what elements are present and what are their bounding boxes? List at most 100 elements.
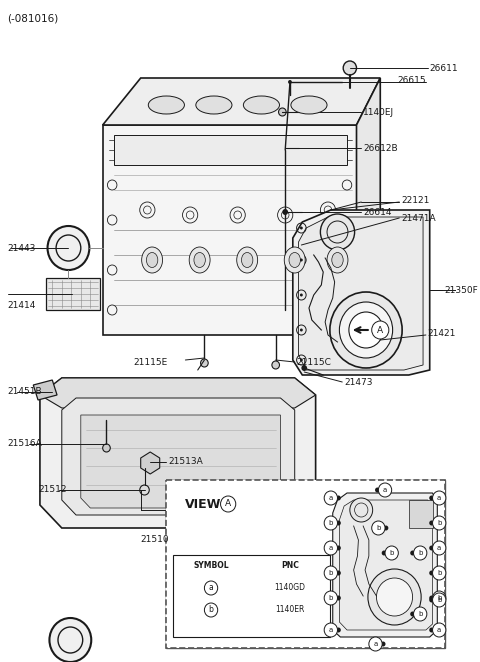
Text: a: a (437, 545, 441, 551)
Text: 1140EJ: 1140EJ (363, 107, 394, 117)
Circle shape (324, 541, 337, 555)
Text: (-081016): (-081016) (8, 13, 59, 23)
Polygon shape (339, 500, 432, 630)
Circle shape (414, 607, 427, 621)
Circle shape (343, 61, 357, 75)
Circle shape (429, 628, 434, 632)
Circle shape (300, 359, 303, 361)
Ellipse shape (237, 247, 258, 273)
Circle shape (336, 520, 341, 526)
Polygon shape (40, 378, 316, 408)
Text: a: a (329, 627, 333, 633)
Ellipse shape (142, 247, 163, 273)
Polygon shape (33, 380, 57, 400)
Ellipse shape (243, 96, 279, 114)
Ellipse shape (291, 96, 327, 114)
Text: b: b (376, 525, 381, 531)
Ellipse shape (189, 247, 210, 273)
Circle shape (349, 312, 383, 348)
Text: b: b (389, 550, 394, 556)
Polygon shape (103, 78, 380, 125)
Circle shape (282, 209, 288, 215)
Polygon shape (323, 295, 357, 335)
Text: 21443: 21443 (8, 244, 36, 252)
Polygon shape (40, 378, 316, 528)
Text: b: b (437, 570, 442, 576)
Circle shape (432, 516, 446, 530)
Circle shape (336, 628, 341, 632)
Polygon shape (409, 500, 432, 528)
Circle shape (376, 578, 413, 616)
Text: a: a (373, 641, 378, 647)
Ellipse shape (148, 96, 184, 114)
Text: PNC: PNC (281, 561, 299, 571)
Text: 26611: 26611 (430, 64, 458, 73)
Text: A: A (377, 326, 384, 334)
Text: a: a (329, 545, 333, 551)
Circle shape (300, 258, 303, 261)
Circle shape (204, 603, 218, 617)
Circle shape (414, 546, 427, 560)
Text: 21510: 21510 (141, 536, 169, 545)
Circle shape (432, 593, 446, 607)
Circle shape (324, 623, 337, 637)
Circle shape (300, 226, 303, 230)
Text: 21516A: 21516A (8, 440, 42, 448)
Ellipse shape (241, 252, 253, 267)
Text: a: a (437, 627, 441, 633)
Circle shape (324, 566, 337, 580)
Circle shape (410, 612, 415, 616)
Circle shape (272, 361, 279, 369)
Circle shape (300, 293, 303, 297)
Circle shape (375, 487, 380, 493)
Circle shape (429, 545, 434, 551)
Circle shape (429, 598, 434, 602)
Polygon shape (293, 210, 430, 375)
Circle shape (350, 498, 372, 522)
Text: b: b (209, 606, 214, 614)
Circle shape (381, 641, 385, 647)
Circle shape (372, 321, 389, 339)
Circle shape (301, 365, 307, 371)
Text: b: b (437, 520, 442, 526)
Ellipse shape (332, 252, 343, 267)
Circle shape (320, 214, 355, 250)
Circle shape (382, 551, 386, 555)
Text: b: b (329, 570, 333, 576)
Circle shape (384, 526, 388, 530)
Text: b: b (329, 520, 333, 526)
Ellipse shape (194, 252, 205, 267)
Text: a: a (383, 487, 387, 493)
Circle shape (369, 637, 382, 651)
Circle shape (336, 596, 341, 600)
Polygon shape (333, 493, 437, 637)
Circle shape (220, 496, 236, 512)
Circle shape (330, 292, 402, 368)
Text: 21421: 21421 (428, 328, 456, 338)
Circle shape (324, 591, 337, 605)
Text: 21350F: 21350F (444, 285, 478, 295)
Text: VIEW: VIEW (185, 498, 222, 510)
Circle shape (339, 302, 393, 358)
Ellipse shape (289, 252, 300, 267)
Text: A: A (225, 500, 231, 508)
Circle shape (336, 495, 341, 500)
Text: a: a (329, 495, 333, 501)
Circle shape (432, 491, 446, 505)
Text: 21451B: 21451B (8, 387, 42, 397)
Text: 1140ER: 1140ER (275, 606, 305, 614)
Polygon shape (141, 452, 160, 474)
Circle shape (429, 596, 434, 600)
Circle shape (278, 108, 286, 116)
Circle shape (103, 444, 110, 452)
Circle shape (336, 545, 341, 551)
Circle shape (378, 483, 392, 497)
Polygon shape (81, 415, 280, 508)
Text: b: b (329, 595, 333, 601)
Circle shape (336, 571, 341, 575)
Circle shape (385, 546, 398, 560)
Circle shape (48, 226, 89, 270)
Circle shape (429, 520, 434, 526)
Text: b: b (437, 597, 442, 603)
Circle shape (368, 569, 421, 625)
